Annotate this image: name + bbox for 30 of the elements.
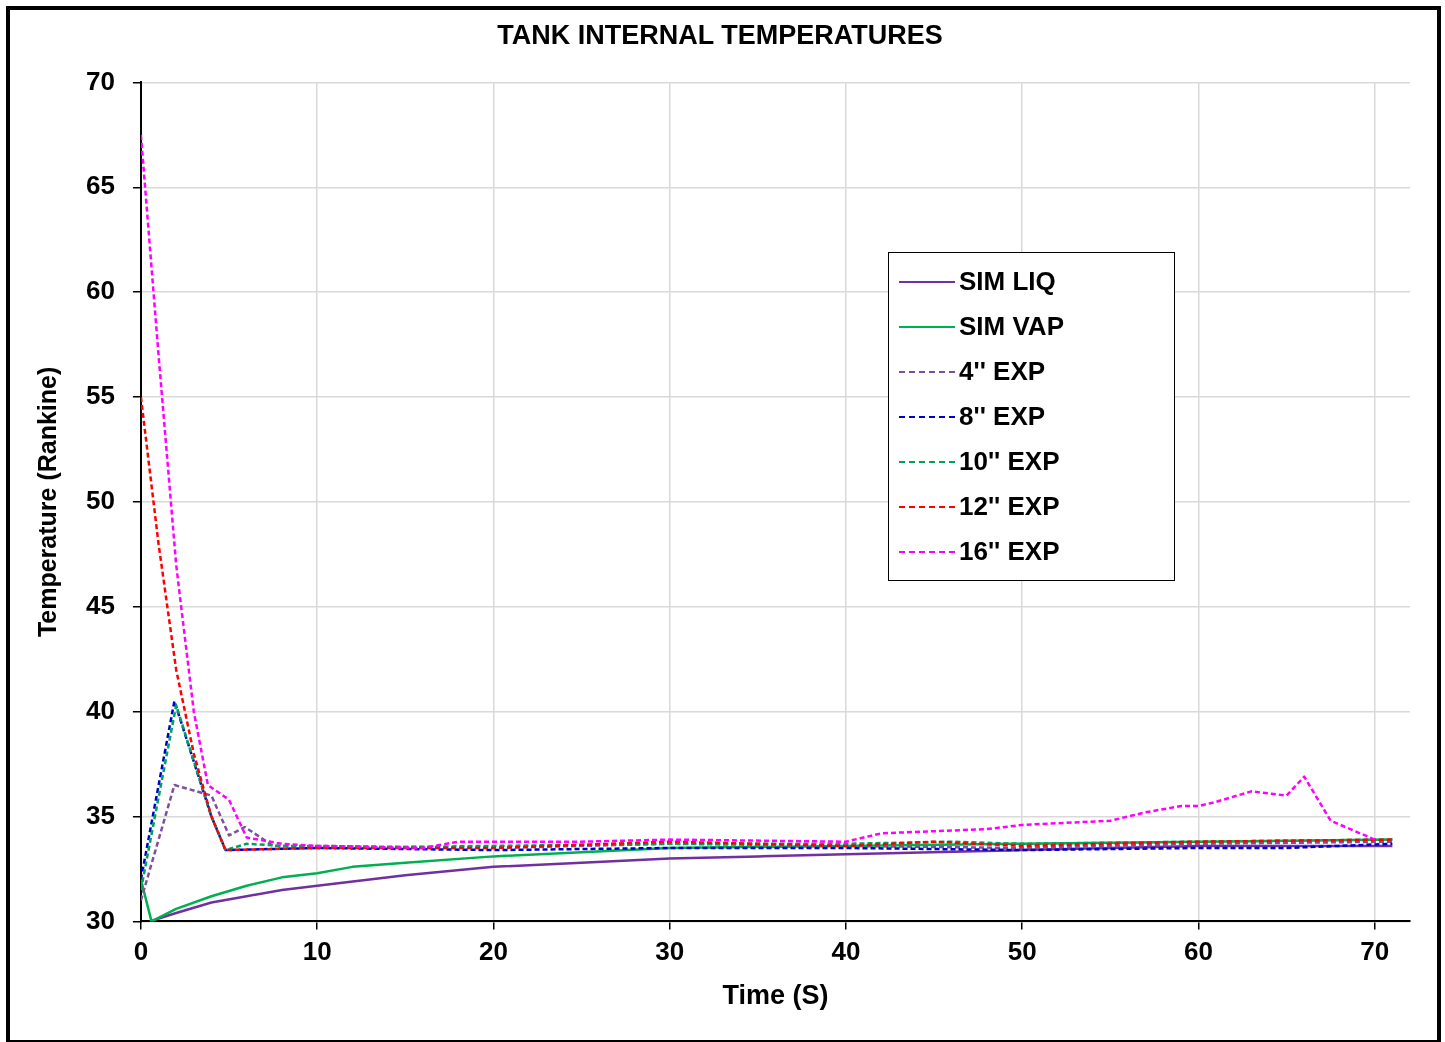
line-series	[140, 395, 1394, 852]
line-series	[140, 133, 1376, 850]
legend-label: 4'' EXP	[959, 356, 1046, 387]
x-tick-label: 0	[133, 936, 149, 967]
x-tick-label: 50	[1007, 936, 1037, 967]
y-tick-label: 40	[86, 694, 115, 725]
legend-label: 10'' EXP	[959, 446, 1060, 477]
y-tick-label: 70	[86, 65, 115, 96]
y-tick-label: 45	[86, 589, 115, 620]
x-tick-label: 10	[302, 936, 332, 967]
y-axis-title: Temperature (Rankine)	[32, 366, 61, 638]
y-tick-label: 50	[86, 485, 115, 516]
legend-label: 12'' EXP	[959, 491, 1060, 522]
x-axis-title: Time (S)	[722, 980, 829, 1011]
chart-title: TANK INTERNAL TEMPERATURES	[497, 19, 943, 50]
y-tick-label: 55	[86, 380, 115, 411]
x-tick-label: 20	[478, 936, 508, 967]
y-tick-label: 35	[86, 799, 115, 830]
x-tick-label: 70	[1360, 936, 1390, 967]
legend-label: SIM VAP	[959, 311, 1064, 342]
y-tick-label: 65	[86, 170, 115, 201]
y-tick-label: 30	[86, 904, 115, 935]
line-series	[140, 783, 1394, 902]
x-tick-label: 60	[1184, 936, 1213, 967]
legend-label: 8'' EXP	[959, 401, 1046, 432]
x-tick-label: 30	[655, 936, 685, 967]
y-tick-label: 60	[86, 275, 115, 306]
legend-label: 16'' EXP	[959, 536, 1060, 567]
legend-label: SIM LIQ	[959, 266, 1056, 297]
x-tick-label: 40	[831, 936, 861, 967]
